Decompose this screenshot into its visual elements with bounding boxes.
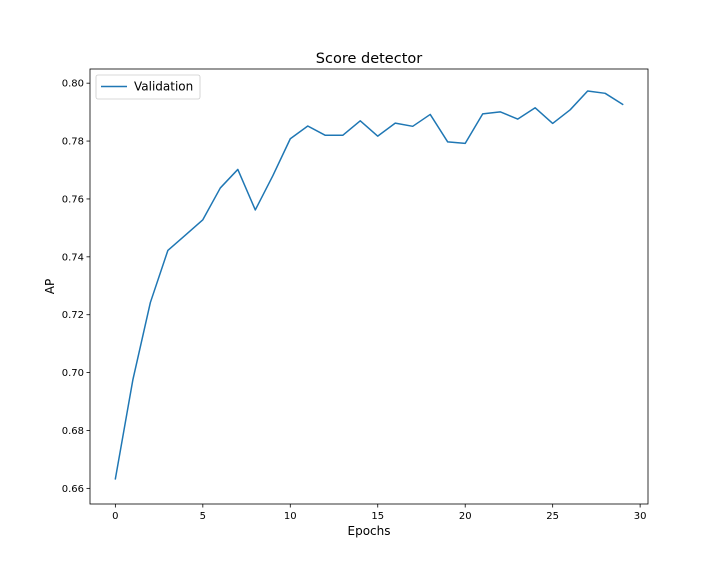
x-axis-label: Epochs (348, 524, 391, 538)
y-tick-label: 0.80 (62, 79, 84, 90)
y-tick-label: 0.68 (62, 426, 84, 437)
y-tick-label: 0.66 (62, 484, 84, 495)
y-axis-label: AP (43, 279, 57, 294)
x-tick-label: 0 (112, 511, 118, 522)
x-tick-label: 10 (284, 511, 297, 522)
x-tick-label: 20 (459, 511, 472, 522)
x-tick-label: 15 (371, 511, 384, 522)
y-tick-label: 0.74 (62, 252, 84, 263)
legend: Validation (96, 75, 200, 99)
legend-label-validation: Validation (134, 80, 193, 94)
plot-area (90, 69, 648, 504)
x-tick-label: 30 (634, 511, 647, 522)
x-tick-label: 25 (546, 511, 559, 522)
y-tick-label: 0.70 (62, 368, 84, 379)
y-tick-label: 0.72 (62, 310, 84, 321)
y-tick-label: 0.76 (62, 194, 84, 205)
y-tick-label: 0.78 (62, 137, 84, 148)
x-tick-label: 5 (200, 511, 206, 522)
chart-title: Score detector (316, 51, 422, 67)
